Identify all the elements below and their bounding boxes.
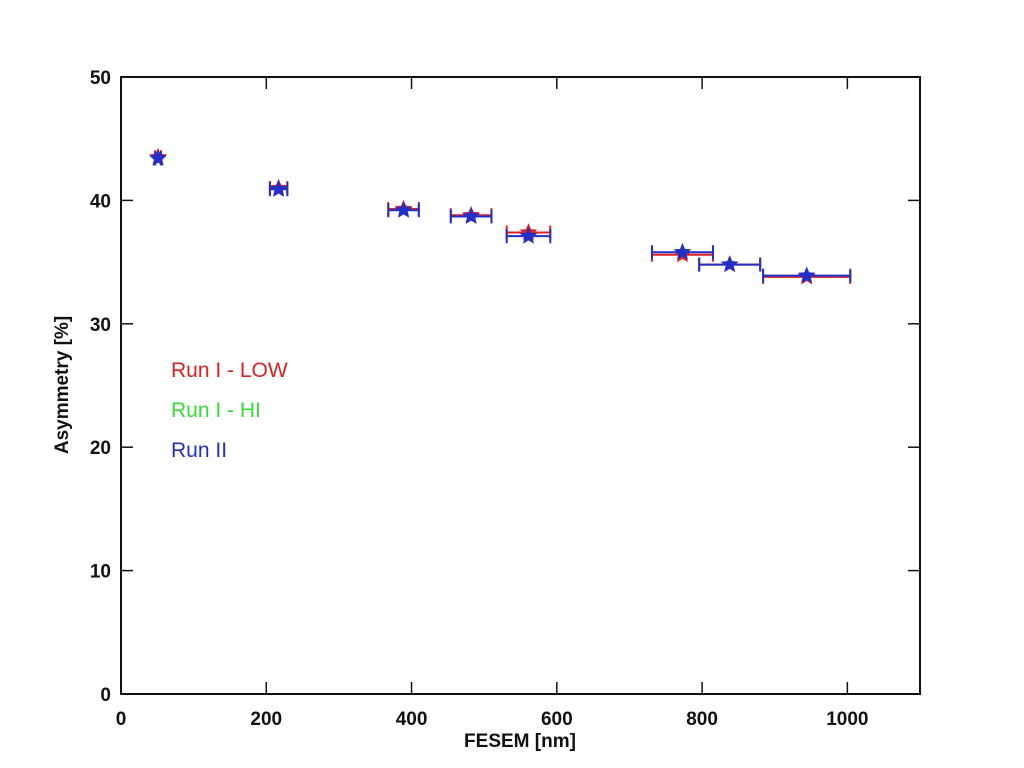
x-axis-title: FESEM [nm] — [464, 731, 576, 752]
data-series-layer — [149, 147, 852, 285]
legend-entry: Run II — [171, 439, 227, 462]
series-2 — [149, 149, 852, 284]
data-point-star — [673, 242, 692, 260]
legend: Run I - LOW Run I - HI Run II — [171, 359, 288, 462]
legend-entry: Run I - HI — [171, 399, 261, 422]
data-point-star — [519, 226, 538, 244]
y-tick-label: 0 — [100, 685, 111, 706]
y-tick-label: 40 — [90, 191, 111, 212]
x-tick-label: 200 — [250, 709, 282, 730]
y-tick-label: 10 — [90, 562, 111, 583]
data-point-star — [149, 149, 167, 166]
x-tick-label: 800 — [686, 709, 718, 730]
plot-frame — [120, 76, 921, 695]
y-axis-title: Asymmetry [%] — [52, 316, 73, 454]
x-tick-label: 1000 — [826, 709, 868, 730]
data-point-star — [269, 179, 288, 197]
legend-entry: Run I - LOW — [171, 359, 288, 382]
x-axis-ticks: 0 200 400 600 800 1000 — [116, 77, 869, 730]
data-point-star — [797, 266, 816, 284]
y-tick-label: 50 — [90, 68, 111, 89]
y-axis-ticks: 0 10 20 30 40 50 — [90, 68, 920, 706]
x-tick-label: 400 — [396, 709, 428, 730]
data-point-star — [394, 200, 413, 218]
y-tick-label: 30 — [90, 315, 111, 336]
x-tick-label: 0 — [116, 709, 127, 730]
data-point-star — [720, 255, 739, 273]
y-tick-label: 20 — [90, 438, 111, 459]
x-tick-label: 600 — [541, 709, 573, 730]
data-point-star — [462, 207, 480, 224]
